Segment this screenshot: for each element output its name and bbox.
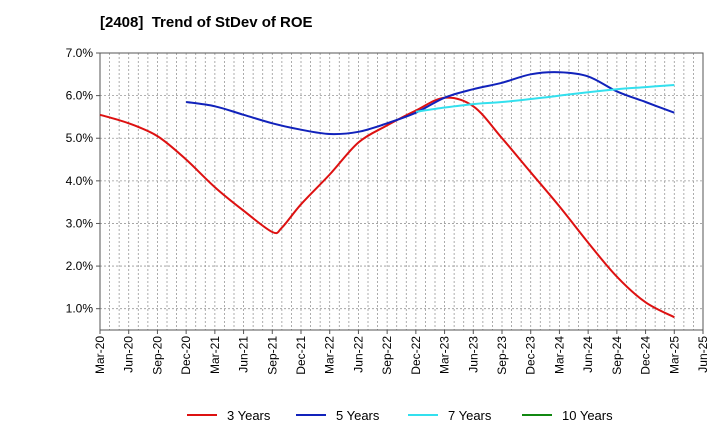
- series-lines: [99, 71, 675, 319]
- series-line-3-years: [99, 96, 675, 319]
- plot-frame: [99, 52, 704, 331]
- legend-swatch-3-years: [187, 414, 217, 416]
- y-tick-label: 5.0%: [66, 131, 94, 145]
- legend: 3 Years 5 Years 7 Years 10 Years: [0, 404, 720, 426]
- y-tick-label: 6.0%: [66, 89, 94, 103]
- x-tick-label: Sep-20: [150, 336, 164, 375]
- x-tick-label: Dec-23: [524, 336, 538, 375]
- y-tick-label: 4.0%: [66, 174, 94, 188]
- x-tick-label: Mar-20: [93, 336, 107, 374]
- x-tick-label: Mar-22: [323, 336, 337, 374]
- x-tick-label: Jun-25: [696, 336, 710, 373]
- x-tick-label: Dec-22: [409, 336, 423, 375]
- legend-item-7-years: 7 Years: [408, 404, 491, 426]
- legend-label-7-years: 7 Years: [448, 407, 492, 423]
- series-line-7-years: [415, 84, 675, 113]
- x-tick-label: Dec-20: [179, 336, 193, 375]
- x-tick-label: Sep-21: [265, 336, 279, 375]
- plot-background: [100, 53, 703, 330]
- x-tick-label: Jun-24: [581, 336, 595, 373]
- x-tick-label: Dec-24: [639, 336, 653, 375]
- legend-item-10-years: 10 Years: [522, 404, 613, 426]
- x-tick-label: Mar-21: [208, 336, 222, 374]
- y-axis-ticks: 1.0% 2.0% 3.0% 4.0% 5.0% 6.0% 7.0%: [66, 46, 100, 316]
- x-tick-label: Mar-25: [667, 336, 681, 374]
- y-tick-label: 1.0%: [66, 302, 94, 316]
- x-tick-label: Mar-24: [552, 336, 566, 374]
- x-tick-label: Mar-23: [438, 336, 452, 374]
- y-tick-label: 7.0%: [66, 46, 94, 60]
- y-tick-label: 3.0%: [66, 216, 94, 230]
- legend-label-10-years: 10 Years: [562, 407, 613, 423]
- x-tick-label: Jun-23: [466, 336, 480, 373]
- x-tick-label: Dec-21: [294, 336, 308, 375]
- legend-label-5-years: 5 Years: [336, 407, 380, 423]
- y-tick-label: 2.0%: [66, 259, 94, 273]
- legend-item-3-years: 3 Years: [187, 404, 270, 426]
- legend-swatch-7-years: [408, 414, 438, 416]
- chart-title: [2408] Trend of StDev of ROE: [100, 14, 313, 31]
- x-tick-label: Sep-23: [495, 336, 509, 375]
- x-tick-label: Sep-24: [610, 336, 624, 375]
- series-line-5-years: [185, 71, 675, 136]
- x-tick-label: Jun-22: [351, 336, 365, 373]
- legend-label-3-years: 3 Years: [227, 407, 271, 423]
- horizontal-gridlines: [100, 95, 703, 310]
- x-tick-label: Jun-20: [122, 336, 136, 373]
- x-tick-label: Sep-22: [380, 336, 394, 375]
- legend-item-5-years: 5 Years: [296, 404, 379, 426]
- x-tick-label: Jun-21: [237, 336, 251, 373]
- legend-swatch-10-years: [522, 414, 552, 416]
- legend-swatch-5-years: [296, 414, 326, 416]
- x-axis-ticks: Mar-20 Jun-20 Sep-20 Dec-20 Mar-21 Jun-21 Sep-…: [93, 330, 710, 375]
